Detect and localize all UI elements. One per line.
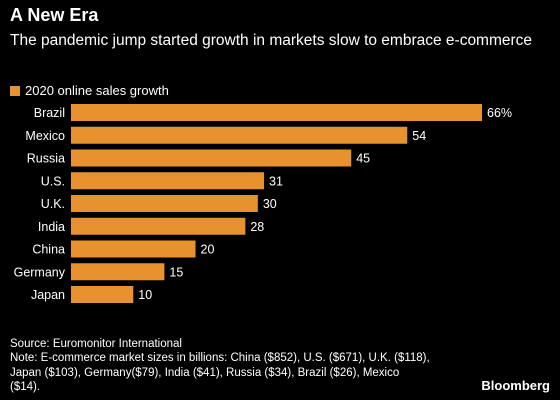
bloomberg-logo: Bloomberg (481, 378, 550, 393)
value-label: 45 (356, 152, 370, 166)
bar (71, 286, 134, 303)
category-label: Germany (14, 265, 66, 279)
bar (71, 217, 246, 235)
bar (71, 172, 265, 190)
bar (71, 240, 196, 258)
category-label: Brazil (34, 106, 65, 120)
category-label: Japan (31, 288, 65, 302)
bar (71, 149, 352, 167)
value-label: 31 (269, 174, 283, 188)
bar (71, 104, 482, 121)
bar (71, 195, 258, 212)
category-label: India (38, 220, 65, 234)
footnote: Note: E-commerce market sizes in billion… (10, 352, 430, 393)
legend-swatch (10, 85, 20, 96)
category-label: Russia (27, 152, 65, 166)
legend-label: 2020 online sales growth (25, 83, 169, 98)
value-label: 15 (169, 265, 183, 279)
value-label: 66% (487, 106, 512, 120)
bar (71, 263, 165, 281)
category-label: Mexico (25, 129, 65, 143)
value-label: 54 (412, 129, 426, 143)
category-label: China (32, 243, 65, 257)
category-label: U.S. (41, 174, 65, 188)
chart-title: A New Era (10, 5, 99, 25)
chart-subtitle: The pandemic jump started growth in mark… (10, 32, 533, 49)
source-note: Source: Euromonitor International (10, 338, 182, 350)
value-label: 20 (201, 243, 215, 257)
value-label: 30 (263, 197, 277, 211)
legend: 2020 online sales growth (10, 83, 169, 98)
category-label: U.K. (41, 197, 65, 211)
bar (71, 126, 408, 144)
bar-chart: Brazil 66% Mexico 54 Russia 45 U.S. 31 U.K. 30 Ind… (14, 104, 512, 303)
value-label: 10 (138, 288, 152, 302)
value-label: 28 (250, 220, 264, 234)
